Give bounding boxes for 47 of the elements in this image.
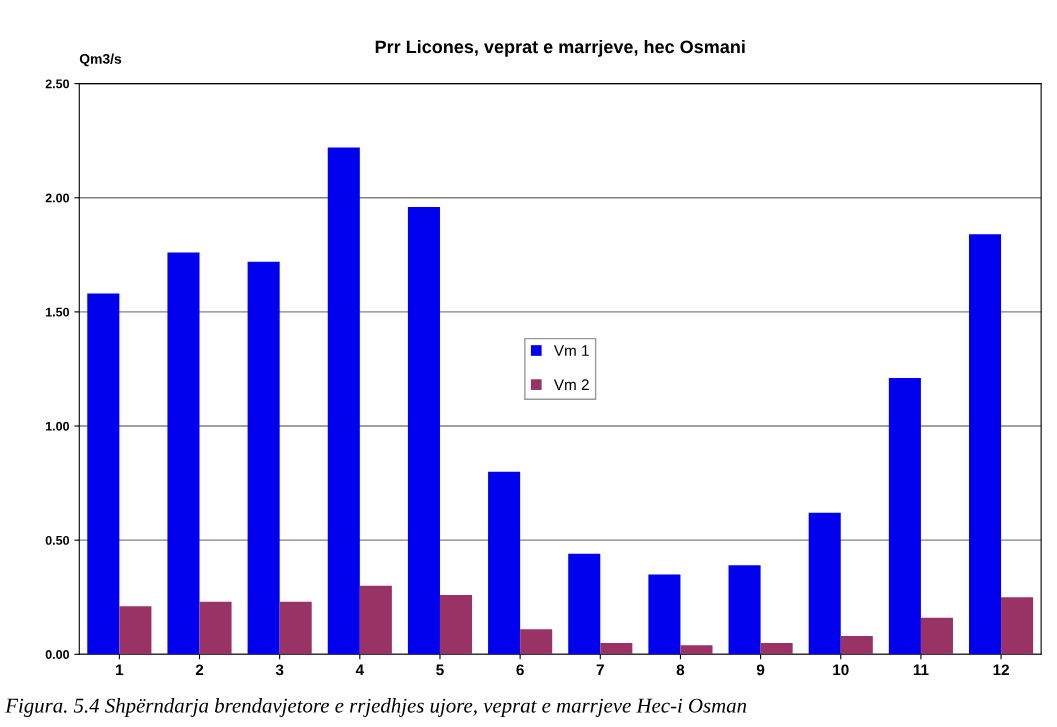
text: Figura. 5.4 Shpërndarja brendavjetore e rrjedhjes ujore, veprat e marrjeve Hec-i Osman	[5, 698, 747, 717]
x-tick-label: 1	[116, 664, 124, 676]
x-tick-label: 12	[993, 664, 1009, 676]
x-tick-label: 4	[355, 664, 364, 676]
y-tick-label: 2.00	[45, 193, 70, 203]
x-tick-label: 6	[516, 664, 524, 676]
bar	[407, 206, 440, 655]
bar	[439, 594, 473, 655]
chart-title: Prr Licones, veprat e marrjeve, hec Osmani	[375, 39, 745, 57]
bar	[1001, 597, 1034, 655]
bar	[888, 378, 921, 655]
bar	[568, 553, 601, 655]
bar	[648, 574, 681, 655]
bar	[808, 512, 841, 655]
bar	[680, 645, 713, 655]
x-tick-label: 9	[756, 664, 765, 676]
bar	[247, 261, 280, 655]
x-tick-label: 7	[596, 664, 604, 676]
x-tick-label: 5	[436, 664, 444, 676]
bar	[167, 252, 200, 655]
bar	[520, 629, 553, 655]
legend-label: Vm 1	[553, 345, 589, 356]
bar	[119, 606, 152, 655]
bar	[199, 601, 232, 655]
bar	[87, 293, 120, 655]
bar	[728, 565, 761, 655]
bar	[488, 471, 521, 655]
y-tick-label: 0.00	[45, 650, 70, 659]
y-tick-label: 1.00	[46, 421, 70, 431]
bar	[600, 642, 633, 655]
x-tick-label: 3	[275, 664, 284, 676]
x-tick-label: 10	[833, 664, 849, 676]
y-tick-label: 0.50	[45, 535, 70, 545]
x-tick-label: 2	[195, 664, 204, 676]
x-tick-label: 11	[913, 664, 929, 676]
bar	[969, 234, 1002, 655]
y-axis-title: Qm3/s	[79, 53, 122, 67]
bar	[279, 601, 312, 655]
bar	[760, 642, 793, 655]
x-tick-label: 8	[676, 664, 685, 676]
bar	[327, 147, 360, 655]
legend-label: Vm 2	[553, 379, 589, 390]
bar	[920, 617, 953, 655]
bar	[840, 636, 873, 655]
bar	[359, 585, 392, 655]
y-tick-label: 1.50	[46, 307, 70, 317]
y-tick-label: 2.50	[45, 79, 70, 89]
